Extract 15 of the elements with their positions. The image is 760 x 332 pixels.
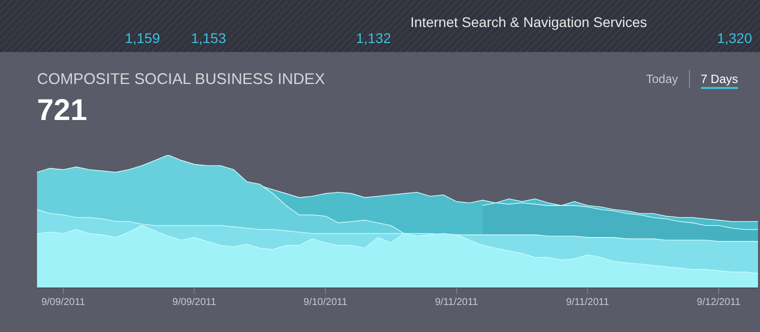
text: Today <box>646 72 678 87</box>
x-tick-label: 9/09/2011 <box>41 297 86 308</box>
chart-title: COMPOSITE SOCIAL BUSINESS INDEX <box>37 71 325 89</box>
text: 1,153 <box>190 30 226 46</box>
x-tick-label: 9/10/2011 <box>304 297 348 308</box>
chart-subtitle: 721 <box>37 94 88 128</box>
x-tick-label: 9/12/2011 <box>696 297 741 308</box>
text: Internet Search & Navigation Services <box>410 14 647 30</box>
x-tick-label: 9/11/2011 <box>434 297 478 308</box>
x-tick-label: 9/09/2011 <box>172 297 217 308</box>
text: 7 Days <box>700 72 738 89</box>
text: 1,132 <box>356 30 391 46</box>
x-tick-label: 9/11/2011 <box>566 297 610 308</box>
text: 1,159 <box>124 30 160 46</box>
text: 1,320 <box>716 30 752 46</box>
